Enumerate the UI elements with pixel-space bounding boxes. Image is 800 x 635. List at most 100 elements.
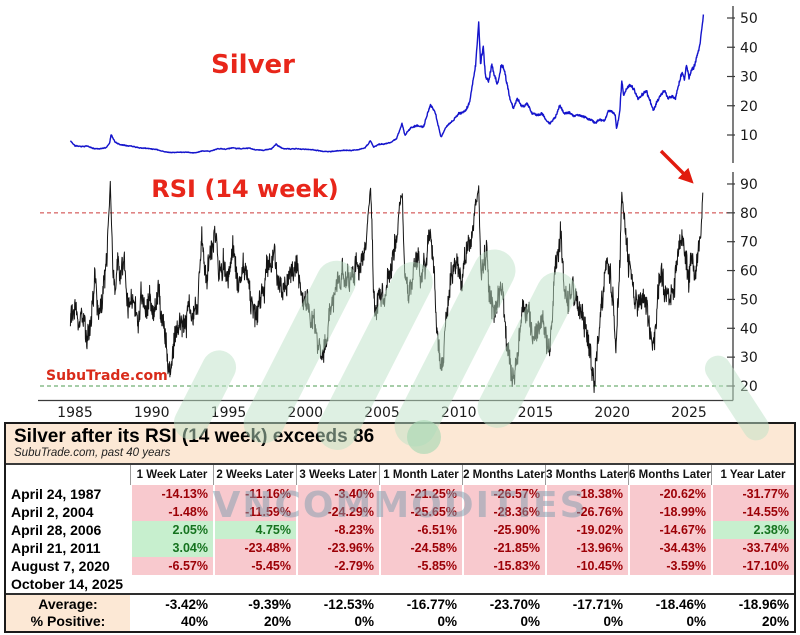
summary-value-cell: 0% — [296, 612, 379, 631]
return-value-cell: -21.25% — [379, 485, 462, 503]
return-value-cell: -18.99% — [628, 503, 711, 521]
svg-text:30: 30 — [740, 350, 758, 366]
return-value-cell: -17.10% — [711, 557, 794, 575]
return-value-cell: 2.05% — [130, 521, 213, 539]
return-value-cell: -14.55% — [711, 503, 794, 521]
table-row: April 28, 2006 2.05% 4.75% -8.23% -6.51% -25.… — [6, 521, 794, 539]
svg-text:90: 90 — [740, 177, 758, 193]
return-value-cell: -33.74% — [711, 539, 794, 557]
svg-text:50: 50 — [740, 292, 758, 308]
return-value-cell — [462, 575, 545, 593]
corner-cell — [6, 465, 130, 485]
return-value-cell: -26.57% — [462, 485, 545, 503]
table-grid: 1 Week Later 2 Weeks Later 3 Weeks Later 1 … — [6, 465, 794, 631]
svg-text:20: 20 — [740, 379, 758, 395]
return-value-cell: -23.96% — [296, 539, 379, 557]
table-subtitle: SubuTrade.com, past 40 years — [14, 447, 171, 459]
rsi-exceeds-table: Silver after its RSI (14 week) exceeds 8… — [4, 422, 796, 633]
return-value-cell: -10.45% — [545, 557, 628, 575]
column-header: 2 Weeks Later — [213, 465, 296, 485]
table-row: August 7, 2020 -6.57% -5.45% -2.79% -5.85% -1… — [6, 557, 794, 575]
svg-text:10: 10 — [740, 128, 758, 144]
return-value-cell — [130, 575, 213, 593]
return-value-cell — [711, 575, 794, 593]
signal-date-cell: August 7, 2020 — [6, 557, 130, 575]
return-value-cell: -3.40% — [296, 485, 379, 503]
return-value-cell: -11.59% — [213, 503, 296, 521]
return-value-cell — [296, 575, 379, 593]
table-title-band: Silver after its RSI (14 week) exceeds 8… — [6, 424, 794, 465]
return-value-cell: -25.65% — [379, 503, 462, 521]
return-value-cell: 2.38% — [711, 521, 794, 539]
svg-text:2000: 2000 — [287, 405, 323, 421]
svg-text:60: 60 — [740, 264, 758, 280]
return-value-cell: -8.23% — [296, 521, 379, 539]
return-value-cell: -24.58% — [379, 539, 462, 557]
table-row: April 24, 1987 -14.13% -11.16% -3.40% -21.25… — [6, 485, 794, 503]
silver-rsi-chart: 10 20 30 40 50 20 30 40 50 60 70 80 90 1985 1990 1995 20… — [38, 6, 758, 421]
svg-text:80: 80 — [740, 206, 758, 222]
return-value-cell: 3.04% — [130, 539, 213, 557]
return-value-cell: -21.85% — [462, 539, 545, 557]
return-value-cell: -14.13% — [130, 485, 213, 503]
summary-value-cell: 0% — [462, 612, 545, 631]
summary-value-cell: -9.39% — [213, 593, 296, 612]
return-value-cell: -25.90% — [462, 521, 545, 539]
table-title: Silver after its RSI (14 week) exceeds 8… — [14, 426, 375, 447]
return-value-cell: -34.43% — [628, 539, 711, 557]
summary-value-cell: -17.71% — [545, 593, 628, 612]
percent-positive-row: % Positive: 40% 20% 0% 0% 0% 0% 0% 20% — [6, 612, 794, 631]
return-value-cell: -26.76% — [545, 503, 628, 521]
summary-value-cell: 0% — [545, 612, 628, 631]
column-header: 1 Year Later — [711, 465, 794, 485]
summary-value-cell: -16.77% — [379, 593, 462, 612]
summary-value-cell: 0% — [628, 612, 711, 631]
svg-text:30: 30 — [740, 70, 758, 86]
return-value-cell — [545, 575, 628, 593]
return-value-cell: -1.48% — [130, 503, 213, 521]
return-value-cell: -20.62% — [628, 485, 711, 503]
svg-text:2010: 2010 — [441, 405, 477, 421]
return-value-cell: -13.96% — [545, 539, 628, 557]
summary-value-cell: -18.46% — [628, 593, 711, 612]
svg-text:70: 70 — [740, 235, 758, 251]
return-value-cell: -31.77% — [711, 485, 794, 503]
summary-value-cell: 0% — [379, 612, 462, 631]
return-value-cell: 4.75% — [213, 521, 296, 539]
signal-date-cell: October 14, 2025 — [6, 575, 130, 593]
return-value-cell: -6.51% — [379, 521, 462, 539]
svg-text:50: 50 — [740, 11, 758, 27]
highlight-arrow-icon — [659, 149, 694, 184]
svg-text:20: 20 — [740, 99, 758, 115]
summary-value-cell: -18.96% — [711, 593, 794, 612]
return-value-cell: -2.79% — [296, 557, 379, 575]
summary-value-cell: -12.53% — [296, 593, 379, 612]
return-value-cell: -3.59% — [628, 557, 711, 575]
svg-text:2015: 2015 — [518, 405, 554, 421]
column-header: 1 Week Later — [130, 465, 213, 485]
svg-text:40: 40 — [740, 40, 758, 56]
table-row: April 2, 2004 -1.48% -11.59% -24.29% -25.65%… — [6, 503, 794, 521]
return-value-cell — [213, 575, 296, 593]
summary-value-cell: 20% — [213, 612, 296, 631]
signal-date-cell: April 21, 2011 — [6, 539, 130, 557]
return-value-cell: -14.67% — [628, 521, 711, 539]
return-value-cell: -11.16% — [213, 485, 296, 503]
return-value-cell: -18.38% — [545, 485, 628, 503]
signal-date-cell: April 28, 2006 — [6, 521, 130, 539]
return-value-cell: -6.57% — [130, 557, 213, 575]
chart-plot-layer: 10 20 30 40 50 20 30 40 50 60 70 80 90 1985 1990 1995 20… — [38, 6, 758, 421]
summary-label-cell: % Positive: — [6, 612, 130, 631]
summary-value-cell: -23.70% — [462, 593, 545, 612]
column-header: 3 Months Later — [545, 465, 628, 485]
table-row: 1 Week Later 2 Weeks Later 3 Weeks Later 1 … — [6, 465, 794, 485]
svg-text:1985: 1985 — [57, 405, 93, 421]
svg-text:2005: 2005 — [364, 405, 400, 421]
svg-text:1990: 1990 — [134, 405, 170, 421]
summary-label-cell: Average: — [6, 593, 130, 612]
summary-value-cell: 20% — [711, 612, 794, 631]
return-value-cell: -28.36% — [462, 503, 545, 521]
summary-value-cell: -3.42% — [130, 593, 213, 612]
subutrade-credit: SubuTrade.com — [46, 368, 168, 384]
return-value-cell: -19.02% — [545, 521, 628, 539]
